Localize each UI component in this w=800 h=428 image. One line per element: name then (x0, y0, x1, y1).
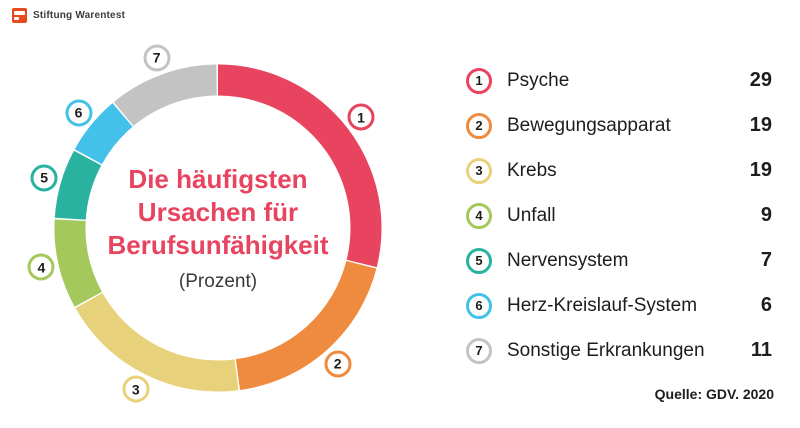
donut-segment-5 (54, 64, 382, 392)
legend-badge: 4 (466, 202, 492, 229)
segment-badge-1: 1 (347, 103, 375, 131)
legend-label: Krebs (507, 159, 557, 181)
legend-row: 3 Krebs 19 (466, 148, 772, 193)
legend-badge: 5 (466, 247, 492, 274)
donut-rings (54, 64, 382, 392)
donut-segment-3 (54, 64, 382, 392)
donut-chart: Die häufigsten Ursachen für Berufsunfähi… (18, 28, 418, 428)
legend-value: 11 (750, 339, 772, 361)
legend-label: Herz-Kreislauf-System (507, 294, 698, 316)
legend-row: 2 Bewegungsapparat 19 (466, 103, 772, 148)
legend-badge: 2 (466, 112, 492, 139)
legend: 1 Psyche 29 2 Bewegungsapparat 19 3 Kreb… (466, 58, 772, 373)
segment-badge-6: 6 (65, 99, 93, 127)
source-note: Quelle: GDV. 2020 (654, 386, 774, 402)
legend-value: 29 (749, 69, 772, 91)
segment-badge-3: 3 (122, 375, 150, 403)
brand-name: Stiftung Warentest (33, 10, 126, 21)
segment-badge-2: 2 (324, 350, 352, 378)
legend-value: 6 (760, 294, 772, 316)
legend-value: 19 (749, 114, 772, 136)
legend-badge: 1 (466, 67, 492, 94)
legend-label: Bewegungsapparat (507, 114, 671, 136)
legend-label: Nervensystem (507, 249, 629, 271)
legend-value: 9 (760, 204, 772, 226)
segment-badge-7: 7 (143, 44, 171, 72)
donut-segment-1 (54, 64, 382, 392)
legend-label: Unfall (507, 204, 556, 226)
legend-row: 7 Sonstige Erkrankungen 11 (466, 328, 772, 373)
donut-segment-6 (54, 64, 382, 392)
legend-row: 4 Unfall 9 (466, 193, 772, 238)
legend-badge: 6 (466, 292, 492, 319)
legend-row: 6 Herz-Kreislauf-System 6 (466, 283, 772, 328)
stiftung-warentest-logo-icon (12, 8, 27, 23)
legend-label: Sonstige Erkrankungen (507, 339, 705, 361)
segment-badge-4: 4 (27, 253, 55, 281)
legend-badge: 7 (466, 337, 492, 364)
segment-badge-5: 5 (30, 164, 58, 191)
brand-header: Stiftung Warentest (12, 8, 125, 23)
legend-label: Psyche (507, 69, 570, 91)
legend-badge: 3 (466, 157, 492, 184)
legend-value: 19 (749, 159, 772, 181)
donut-segment-7 (54, 64, 382, 392)
legend-row: 5 Nervensystem 7 (466, 238, 772, 283)
legend-row: 1 Psyche 29 (466, 58, 772, 103)
legend-value: 7 (760, 249, 772, 271)
